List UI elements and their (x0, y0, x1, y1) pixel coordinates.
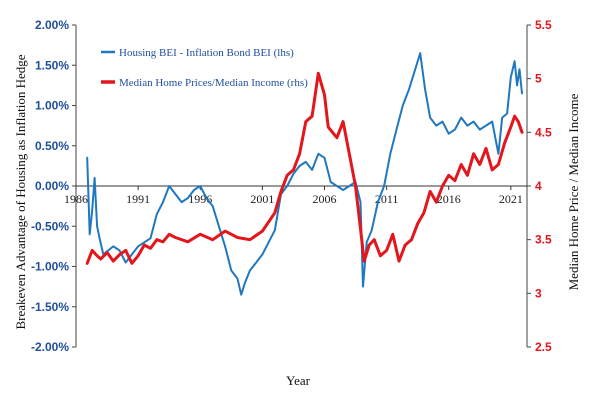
y-right-tick-label: 4.5 (535, 125, 552, 139)
y-axis-left-label: Breakeven Advantage of Housing as Inflat… (13, 54, 28, 329)
y-right-tick-label: 5 (535, 72, 542, 86)
y-left-tick-label: 2.00% (35, 18, 69, 32)
y-right-tick-label: 4 (535, 179, 542, 193)
y-right-tick-label: 3 (535, 286, 542, 300)
y-left-tick-label: -0.50% (31, 219, 69, 233)
y-right-tick-label: 5.5 (535, 18, 552, 32)
y-left-tick-label: 0.00% (35, 179, 69, 193)
axes (72, 24, 531, 348)
x-tick-label: 1991 (126, 192, 150, 206)
x-tick-label: 2001 (250, 192, 274, 206)
y-right-tick-label: 3.5 (535, 233, 552, 247)
legend-label-ratio: Median Home Prices/Median Income (rhs) (119, 77, 308, 89)
y-left-tick-label: -1.50% (31, 300, 69, 314)
series-line-price-income-ratio (85, 71, 524, 265)
x-tick-label: 2006 (312, 192, 336, 206)
series-layer (85, 52, 524, 296)
y-left-tick-label: 1.50% (35, 58, 69, 72)
tick-labels: -2.00% -1.50% -1.00% -0.50% 0.00% 0.50% 1.00% 1… (31, 18, 552, 354)
y-left-tick-label: 1.00% (35, 99, 69, 113)
legend-label-bei: Housing BEI - Inflation Bond BEI (lhs) (119, 47, 294, 59)
x-tick-label: 2021 (499, 192, 523, 206)
x-axis-label: Year (286, 373, 311, 388)
y-left-tick-label: 0.50% (35, 139, 69, 153)
x-tick-label: 1986 (64, 192, 88, 206)
y-axis-right-label: Median Home Price / Median Income (566, 93, 581, 290)
legend: Housing BEI - Inflation Bond BEI (lhs) M… (101, 47, 308, 89)
y-right-tick-label: 2.5 (535, 340, 552, 354)
x-tick-label: 2016 (437, 192, 461, 206)
y-left-tick-label: -2.00% (31, 340, 69, 354)
y-left-tick-label: -1.00% (31, 260, 69, 274)
series-line-housing-bei (86, 52, 523, 296)
